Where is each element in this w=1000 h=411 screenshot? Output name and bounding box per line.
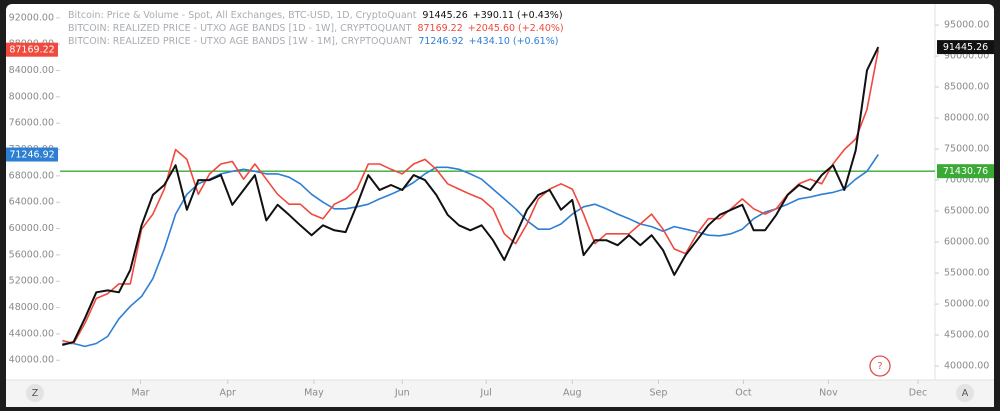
y2-tick-label: 95000.00 — [944, 20, 989, 31]
y2-tick-label: 40000.00 — [944, 361, 989, 372]
y-tick-label: 76000.00 — [9, 118, 54, 129]
y-tick-label: 40000.00 — [9, 355, 54, 366]
legend-change: +390.11 (+0.43%) — [473, 10, 563, 21]
legend-entry: Bitcoin: Price & Volume - Spot, All Exch… — [68, 10, 563, 21]
price-label-box — [6, 147, 58, 162]
zoom-button-label[interactable]: Z — [32, 388, 39, 399]
help-icon-label[interactable]: ? — [877, 361, 882, 372]
y-tick-label: 68000.00 — [9, 170, 54, 181]
reference-price-text: 71430.76 — [943, 166, 988, 177]
series-line — [62, 154, 879, 348]
x-tick-label: Jun — [394, 388, 410, 399]
y2-tick-label: 50000.00 — [944, 299, 989, 310]
y-tick-label: 52000.00 — [9, 276, 54, 287]
price-label-text: 87169.22 — [9, 45, 54, 56]
price-label-box — [6, 42, 58, 57]
help-icon[interactable] — [869, 355, 891, 377]
overlay: Z A ? — [26, 355, 974, 402]
y-tick-label: 56000.00 — [9, 249, 54, 260]
chart-background — [6, 4, 994, 407]
legend-name: Bitcoin: Price & Volume - Spot, All Exch… — [68, 10, 417, 21]
zoom-button[interactable] — [26, 384, 44, 402]
auto-button[interactable] — [956, 384, 974, 402]
y2-tick-label: 70000.00 — [944, 175, 989, 186]
time-axis-bar — [6, 380, 994, 407]
legend-change: +2045.60 (+2.40%) — [468, 23, 564, 34]
legend-entry: BITCOIN: REALIZED PRICE - UTXO AGE BANDS… — [68, 36, 558, 47]
legend-name: BITCOIN: REALIZED PRICE - UTXO AGE BANDS… — [68, 36, 413, 47]
legend-name: BITCOIN: REALIZED PRICE - UTXO AGE BANDS… — [68, 23, 412, 34]
y-tick-label: 80000.00 — [9, 91, 54, 102]
series-line — [62, 49, 880, 345]
x-tick-label: Apr — [220, 388, 237, 399]
price-label-text: 91445.26 — [943, 42, 988, 53]
x-tick-label: Aug — [563, 388, 582, 399]
y-tick-label: 48000.00 — [9, 302, 54, 313]
legend-entry: BITCOIN: REALIZED PRICE - UTXO AGE BANDS… — [68, 23, 564, 34]
y-tick-label: 60000.00 — [9, 223, 54, 234]
x-tick-label: Nov — [819, 388, 838, 399]
x-tick-label: Mar — [132, 388, 150, 399]
x-tick-label: Dec — [909, 388, 927, 399]
y-tick-label: 84000.00 — [9, 65, 54, 76]
auto-button-label[interactable]: A — [962, 388, 969, 399]
legend-value: 71246.92 — [418, 36, 463, 47]
y2-tick-label: 60000.00 — [944, 237, 989, 248]
y2-tick-label: 85000.00 — [944, 82, 989, 93]
legend-change: +434.10 (+0.61%) — [469, 36, 559, 47]
reference-price-box — [937, 164, 994, 179]
x-tick-label: May — [304, 388, 324, 399]
x-tick-label: Oct — [735, 388, 752, 399]
legend-value: 87169.22 — [417, 23, 462, 34]
price-label-box — [937, 40, 994, 55]
y2-tick-label: 65000.00 — [944, 206, 989, 217]
y2-tick-label: 55000.00 — [944, 268, 989, 279]
price-label-text: 71246.92 — [9, 150, 54, 161]
y-tick-label: 92000.00 — [9, 12, 54, 23]
y2-tick-label: 45000.00 — [944, 330, 989, 341]
series-line — [62, 46, 880, 347]
y2-tick-label: 80000.00 — [944, 113, 989, 124]
y2-tick-label: 75000.00 — [944, 144, 989, 155]
y-tick-label: 44000.00 — [9, 328, 54, 339]
x-tick-label: Jul — [479, 388, 491, 399]
y-tick-label: 64000.00 — [9, 197, 54, 208]
x-tick-label: Sep — [649, 388, 667, 399]
y2-tick-label: 90000.00 — [944, 51, 989, 62]
legend-value: 91445.26 — [422, 10, 467, 21]
